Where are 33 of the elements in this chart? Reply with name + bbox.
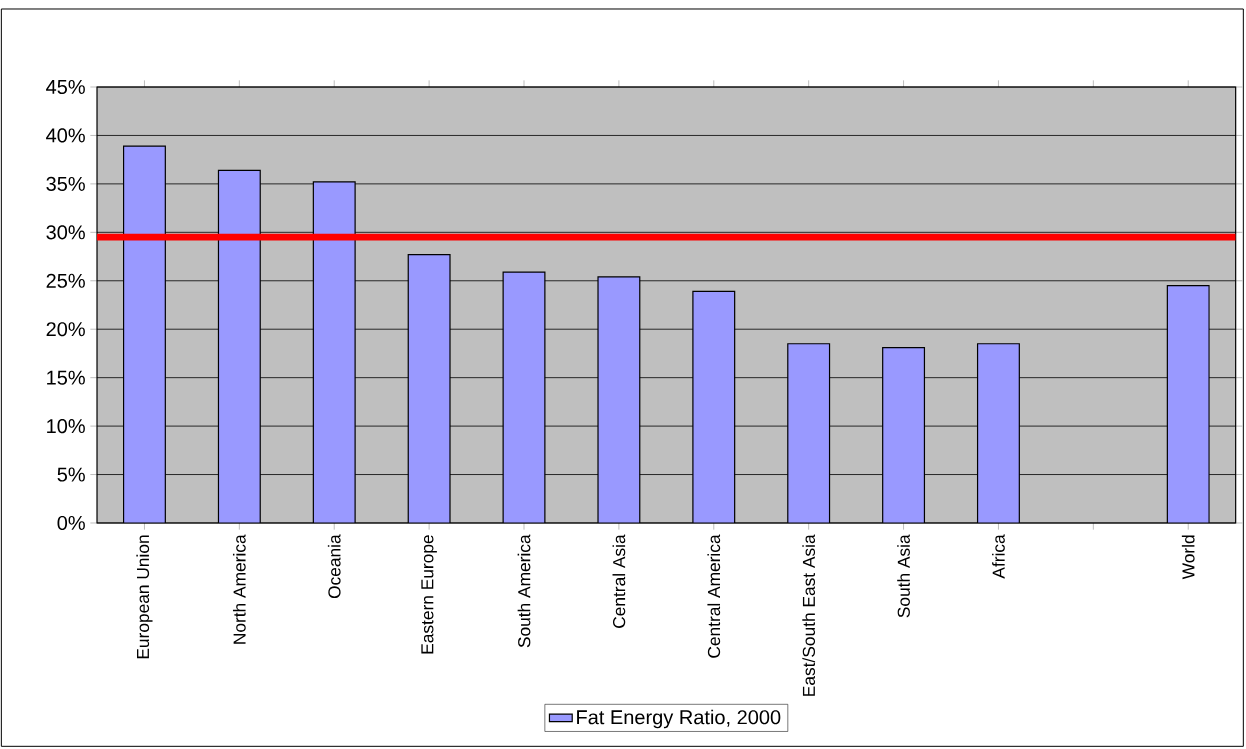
y-tick-label: 25% bbox=[46, 273, 85, 288]
bar bbox=[312, 181, 356, 523]
x-tick-label: East/South East Asia bbox=[802, 534, 816, 696]
bar bbox=[407, 254, 451, 523]
x-tick-label: South America bbox=[517, 534, 531, 648]
y-tick-label: 35% bbox=[46, 176, 85, 191]
bar bbox=[692, 290, 736, 523]
x-tick-label: Eastern Europe bbox=[421, 535, 437, 654]
bar bbox=[787, 343, 831, 523]
bar bbox=[882, 347, 926, 523]
x-tick-label: Central Asia bbox=[612, 534, 626, 628]
x-tick-label: North America bbox=[232, 534, 246, 644]
bar bbox=[122, 145, 166, 523]
bar bbox=[597, 276, 641, 523]
x-tick-label: Central America bbox=[707, 534, 721, 658]
bar bbox=[217, 169, 261, 523]
y-tick-label: 5% bbox=[57, 467, 85, 482]
x-tick-label: European Union bbox=[136, 535, 153, 659]
x-tick-label: Africa bbox=[992, 534, 1005, 579]
legend-label: Fat Energy Ratio, 2000 bbox=[577, 709, 781, 729]
x-tick-label: World bbox=[1181, 535, 1195, 580]
bar bbox=[502, 271, 546, 523]
x-tick-label: Oceania bbox=[327, 534, 341, 599]
y-tick-label: 45% bbox=[46, 79, 85, 95]
x-tick-label: South Asia bbox=[897, 534, 910, 618]
y-tick-label: 10% bbox=[47, 419, 85, 434]
y-tick-label: 40% bbox=[46, 128, 85, 143]
bar bbox=[1166, 285, 1210, 523]
y-tick-label: 20% bbox=[46, 322, 85, 337]
y-tick-label: 30% bbox=[46, 225, 85, 240]
y-tick-label: 15% bbox=[47, 370, 85, 385]
bar bbox=[976, 343, 1020, 523]
y-tick-label: 0% bbox=[57, 515, 85, 531]
